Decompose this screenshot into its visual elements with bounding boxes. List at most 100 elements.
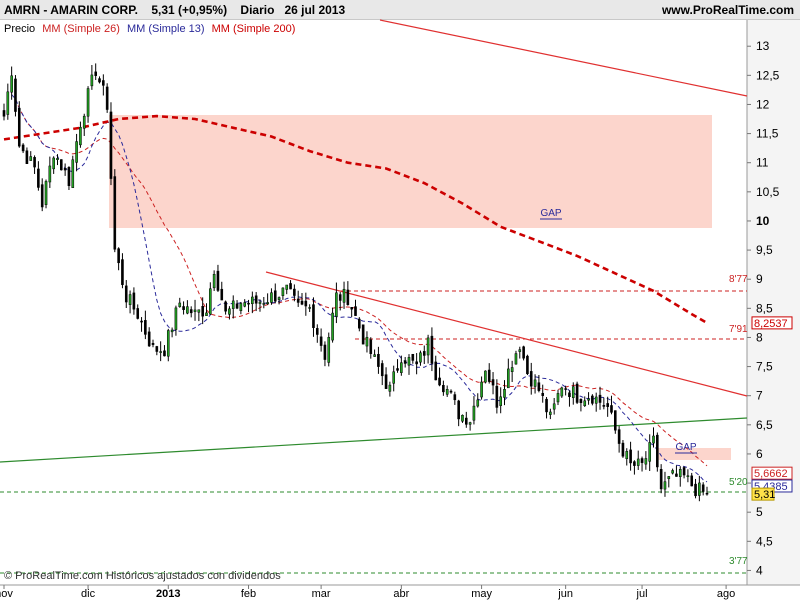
candle-body: [109, 111, 113, 179]
candle-body: [247, 302, 250, 305]
candle-body: [151, 343, 155, 345]
candle-body: [132, 292, 136, 310]
legend-price: Precio: [4, 23, 35, 35]
candle-body: [266, 302, 269, 304]
trendline-mid: [265, 271, 748, 397]
candle-body: [445, 389, 449, 395]
price-change: 5,31 (+0,95%): [151, 3, 228, 17]
gap-label: GAP: [540, 208, 561, 219]
candle-body: [556, 393, 560, 403]
candle-body: [182, 306, 185, 310]
candle-body: [212, 273, 216, 289]
candle-body: [373, 354, 376, 357]
candle-body: [224, 301, 227, 312]
gap-label: GAP: [675, 442, 696, 453]
y-tick-label: 6,5: [756, 418, 773, 432]
candle-body: [636, 458, 640, 466]
candle-body: [186, 306, 189, 314]
footer-note: © ProRealTime.com Históricos ajustados c…: [4, 570, 281, 582]
candle-body: [533, 379, 537, 387]
candle-body: [400, 362, 403, 373]
candle-body: [285, 284, 289, 290]
y-tick-label: 4: [756, 563, 763, 577]
x-tick-label: ago: [717, 588, 735, 600]
site-link[interactable]: www.ProRealTime.com: [661, 3, 794, 17]
candle-body: [327, 336, 331, 363]
candle-body: [144, 320, 147, 335]
candle-body: [354, 306, 357, 316]
candle-body: [640, 458, 644, 463]
candle-body: [698, 482, 701, 496]
candle-body: [507, 368, 510, 389]
price-badge-label: 5,31: [754, 489, 775, 501]
candle-body: [2, 110, 6, 117]
candle-body: [67, 167, 71, 187]
candle-body: [98, 78, 101, 83]
candle-body: [147, 331, 151, 347]
level-lines: [0, 290, 747, 574]
symbol-title: AMRN - AMARIN CORP.: [4, 3, 138, 17]
candle-body: [568, 392, 571, 398]
candle-body: [476, 399, 480, 407]
candle-body: [656, 434, 659, 468]
candle-body: [403, 360, 407, 364]
candle-body: [205, 312, 208, 316]
candle-body: [648, 442, 651, 462]
date-label: 26 jul 2013: [284, 3, 346, 17]
candle-body: [690, 475, 694, 487]
candle-body: [79, 126, 82, 146]
candle-body: [610, 405, 613, 413]
price-badge: [751, 487, 775, 501]
candle-body: [545, 398, 548, 413]
candle-body: [625, 451, 629, 460]
candle-body: [541, 392, 545, 396]
x-tick-label: jul: [636, 588, 648, 600]
candle-body: [614, 410, 617, 431]
candle-body: [686, 475, 690, 478]
candle-body: [335, 292, 338, 317]
candle-body: [170, 329, 174, 333]
candle-body: [273, 290, 277, 302]
candle-body: [296, 298, 300, 303]
candle-body: [388, 384, 392, 392]
candle-body: [304, 300, 308, 307]
candle-body: [29, 156, 33, 161]
y-tick-label: 12,5: [756, 68, 780, 82]
candle-body: [365, 336, 369, 347]
candle-body: [231, 300, 235, 309]
candle-body: [63, 168, 67, 171]
candle-body: [201, 306, 204, 317]
candle-body: [228, 308, 231, 315]
annotations: GAP GAP 8'77 7'91 5'20 3'77: [540, 208, 748, 567]
candle-body: [289, 283, 292, 290]
candle-body: [251, 296, 254, 305]
candle-body: [422, 351, 426, 356]
candle-body: [587, 398, 590, 401]
candle-body: [293, 288, 296, 296]
candle-body: [564, 388, 567, 390]
candle-body: [323, 344, 327, 360]
candle-body: [598, 394, 602, 403]
chart-header: AMRN - AMARIN CORP. 5,31 (+0,95%) Diario…: [0, 0, 800, 20]
candle-body: [678, 469, 682, 477]
moving-averages: [3, 94, 708, 483]
candle-body: [426, 337, 430, 356]
candle-body: [10, 75, 13, 93]
resistance-zone: [109, 115, 712, 228]
legend-ma200: MM (Simple 200): [212, 23, 296, 35]
x-tick-label: nov: [0, 588, 13, 600]
level-label: 7'91: [729, 324, 748, 335]
x-tick-label: dic: [81, 588, 96, 600]
candle-body: [522, 346, 525, 359]
candle-body: [159, 351, 162, 353]
candle-body: [579, 398, 583, 403]
y-tick-label: 12: [756, 97, 770, 111]
candle-body: [468, 422, 472, 425]
candle-body: [166, 330, 170, 357]
candle-body: [617, 429, 621, 444]
candle-body: [491, 379, 495, 386]
price-badge: [751, 466, 793, 480]
candle-body: [396, 368, 399, 371]
y-tick-label: 8,5: [756, 301, 773, 315]
candle-body: [338, 294, 342, 301]
